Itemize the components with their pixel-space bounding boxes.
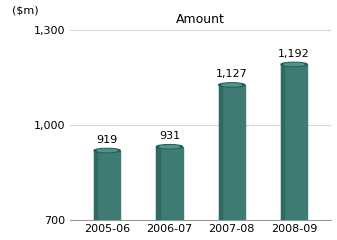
Bar — [281, 64, 307, 220]
Text: 1,192: 1,192 — [278, 49, 310, 59]
Bar — [94, 150, 97, 220]
Ellipse shape — [160, 146, 179, 148]
Bar — [156, 147, 159, 220]
Text: 931: 931 — [159, 131, 180, 141]
Ellipse shape — [156, 145, 183, 149]
Ellipse shape — [281, 62, 307, 66]
Ellipse shape — [284, 63, 304, 66]
Ellipse shape — [219, 83, 245, 87]
Ellipse shape — [94, 148, 120, 153]
Text: ($m): ($m) — [12, 5, 39, 15]
Bar — [156, 147, 183, 220]
Bar — [281, 64, 284, 220]
Title: Amount: Amount — [176, 13, 225, 26]
Text: 919: 919 — [96, 135, 118, 145]
Bar — [94, 150, 120, 220]
Bar — [219, 85, 222, 220]
Text: 1,127: 1,127 — [216, 69, 248, 79]
Bar — [219, 85, 245, 220]
Ellipse shape — [222, 84, 242, 86]
Ellipse shape — [97, 149, 117, 152]
